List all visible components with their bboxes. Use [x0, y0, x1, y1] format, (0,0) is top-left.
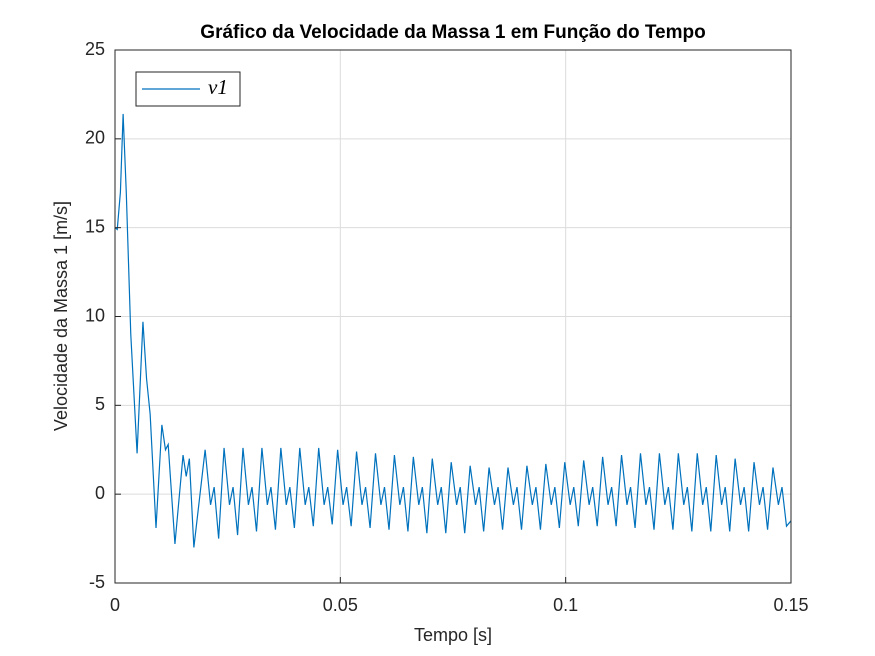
x-tick-label: 0.05 — [323, 595, 358, 615]
x-tick-label: 0.15 — [773, 595, 808, 615]
y-tick-label: 0 — [95, 483, 105, 503]
y-tick-label: 10 — [85, 305, 105, 325]
y-axis-label: Velocidade da Massa 1 [m/s] — [51, 201, 71, 431]
y-tick-label: -5 — [89, 572, 105, 592]
legend-label: v1 — [208, 75, 228, 99]
data-line — [114, 113, 792, 548]
y-tick-label: 15 — [85, 216, 105, 236]
plot-area — [114, 113, 792, 548]
x-tick-label: 0.1 — [553, 595, 578, 615]
y-tick-label: 5 — [95, 394, 105, 414]
y-tick-label: 25 — [85, 39, 105, 59]
legend: v1 — [135, 71, 241, 107]
x-axis-label: Tempo [s] — [414, 625, 492, 645]
chart-title: Gráfico da Velocidade da Massa 1 em Funç… — [200, 22, 705, 43]
y-tick-label: 20 — [85, 128, 105, 148]
x-tick-label: 0 — [110, 595, 120, 615]
